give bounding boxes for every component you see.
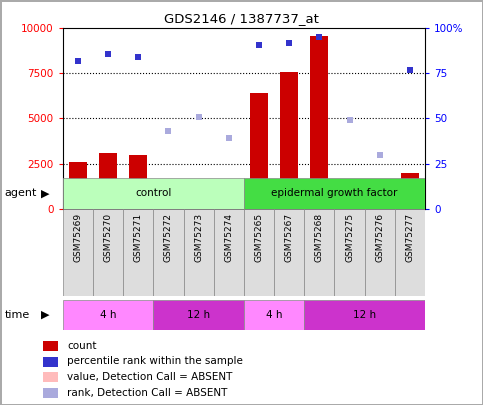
Bar	[395, 209, 425, 296]
Text: GDS2146 / 1387737_at: GDS2146 / 1387737_at	[164, 12, 319, 25]
Bar	[274, 209, 304, 296]
Bar	[43, 388, 58, 398]
Text: 12 h: 12 h	[187, 310, 210, 320]
Bar	[43, 357, 58, 367]
Text: count: count	[67, 341, 97, 351]
Bar	[154, 209, 184, 296]
Bar	[220, 207, 238, 209]
Text: GSM75276: GSM75276	[375, 213, 384, 262]
Bar	[159, 207, 178, 209]
Bar	[99, 153, 117, 209]
Bar	[184, 209, 213, 296]
Bar	[280, 72, 298, 209]
Bar	[334, 209, 365, 296]
Bar	[69, 162, 87, 209]
Bar	[93, 209, 123, 296]
Text: 4 h: 4 h	[266, 310, 283, 320]
Text: GSM75271: GSM75271	[134, 213, 143, 262]
Bar	[401, 173, 419, 209]
Text: agent: agent	[5, 188, 37, 198]
Text: ▶: ▶	[41, 310, 50, 320]
Text: GSM75272: GSM75272	[164, 213, 173, 262]
Bar	[189, 205, 208, 209]
Bar	[43, 373, 58, 382]
Bar	[213, 209, 244, 296]
Text: percentile rank within the sample: percentile rank within the sample	[67, 356, 243, 367]
Text: GSM75269: GSM75269	[73, 213, 83, 262]
Text: GSM75274: GSM75274	[224, 213, 233, 262]
Bar	[304, 300, 425, 330]
Text: GSM75268: GSM75268	[315, 213, 324, 262]
Bar	[244, 300, 304, 330]
Text: GSM75275: GSM75275	[345, 213, 354, 262]
Text: rank, Detection Call = ABSENT: rank, Detection Call = ABSENT	[67, 388, 227, 398]
Text: GSM75277: GSM75277	[405, 213, 414, 262]
Bar	[365, 209, 395, 296]
Text: control: control	[135, 188, 171, 198]
Bar	[311, 36, 328, 209]
Text: time: time	[5, 310, 30, 320]
Text: 12 h: 12 h	[353, 310, 376, 320]
Text: value, Detection Call = ABSENT: value, Detection Call = ABSENT	[67, 372, 232, 382]
Bar	[154, 300, 244, 330]
Text: epidermal growth factor: epidermal growth factor	[271, 188, 398, 198]
Text: 4 h: 4 h	[100, 310, 116, 320]
Bar	[129, 154, 147, 209]
Bar	[341, 205, 358, 209]
Bar	[244, 178, 425, 209]
Text: GSM75270: GSM75270	[103, 213, 113, 262]
Bar	[304, 209, 334, 296]
Bar	[371, 205, 389, 209]
Bar	[63, 209, 93, 296]
Bar	[250, 93, 268, 209]
Bar	[43, 341, 58, 351]
Bar	[63, 300, 154, 330]
Bar	[63, 178, 244, 209]
Text: GSM75267: GSM75267	[284, 213, 294, 262]
Text: ▶: ▶	[41, 188, 50, 198]
Bar	[123, 209, 154, 296]
Bar	[244, 209, 274, 296]
Text: GSM75265: GSM75265	[255, 213, 264, 262]
Text: GSM75273: GSM75273	[194, 213, 203, 262]
